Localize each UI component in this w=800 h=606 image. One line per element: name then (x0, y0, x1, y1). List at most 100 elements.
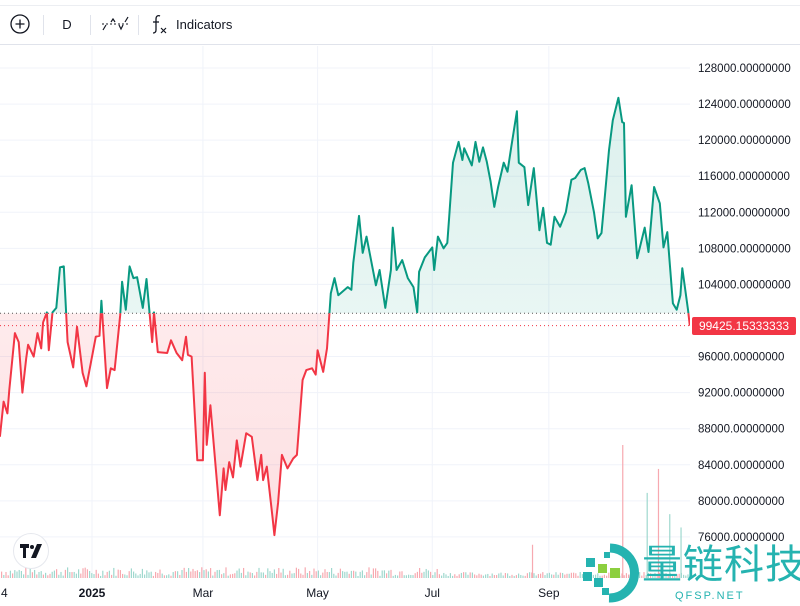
volume-bar (16, 571, 18, 578)
volume-bar (194, 571, 196, 578)
volume-bar (661, 574, 663, 578)
volume-bar (562, 572, 564, 578)
volume-bar (161, 573, 163, 578)
price-tick-label: 92000.00000000 (698, 388, 784, 400)
volume-bar (34, 569, 36, 578)
volume-bar (639, 572, 641, 578)
volume-bar (498, 573, 500, 578)
volume-bar (669, 573, 671, 578)
volume-bar (683, 574, 685, 578)
tradingview-logo[interactable] (13, 533, 49, 569)
watermark-mark-icon (583, 543, 639, 603)
volume-bar (42, 574, 44, 578)
volume-bar (315, 571, 317, 578)
volume-bar (408, 574, 410, 578)
volume-bar (223, 573, 225, 578)
volume-bar (141, 568, 143, 578)
price-tick-label: 128000.00000000 (698, 63, 791, 75)
volume-bar (177, 571, 179, 578)
volume-bar (421, 572, 423, 578)
volume-bar (425, 568, 427, 578)
volume-bar (687, 574, 689, 578)
volume-bar (390, 569, 392, 578)
volume-bar (31, 572, 33, 578)
volume-bar (174, 571, 176, 578)
volume-bar (302, 574, 304, 578)
volume-bar (658, 572, 660, 578)
price-tick-label: 104000.00000000 (698, 279, 791, 291)
price-tick-label: 76000.00000000 (698, 532, 784, 544)
volume-bar (399, 571, 401, 578)
interval-button[interactable]: D (62, 16, 72, 32)
volume-bar (447, 575, 449, 578)
volume-bar (625, 573, 627, 578)
volume-bar (317, 570, 319, 578)
baseline-fill-above (0, 97, 690, 314)
volume-bar (38, 571, 40, 578)
volume-bar (339, 568, 341, 578)
volume-bar (18, 569, 20, 578)
chart-type-button[interactable] (101, 12, 129, 36)
volume-bar (124, 574, 126, 578)
volume-bar (526, 573, 528, 578)
price-series (0, 96, 690, 537)
volume-bar (346, 571, 348, 578)
volume-bar (546, 573, 548, 578)
volume-bar (117, 569, 119, 578)
volume-bar (357, 575, 359, 578)
volume-bar (441, 575, 443, 578)
volume-bar (599, 575, 601, 578)
add-symbol-button[interactable] (9, 12, 31, 36)
volume-bar (443, 572, 445, 578)
time-axis[interactable]: 4 2025 Mar May Jul Sep (1, 586, 560, 600)
volume-bar (460, 572, 462, 578)
volume-bar (500, 572, 502, 578)
volume-bar (454, 574, 456, 578)
toolbar-top-border (0, 5, 800, 6)
volume-bar (513, 575, 515, 578)
volume-bar (185, 571, 187, 578)
volume-bar (432, 575, 434, 578)
volume-bar (324, 569, 326, 578)
volume-bar (293, 573, 295, 578)
volume-bar (652, 575, 654, 578)
volume-bar (245, 575, 247, 578)
volume-bar (647, 572, 649, 578)
toolbar-separator (138, 15, 139, 35)
volume-bar (139, 573, 141, 578)
volume-bar (496, 575, 498, 578)
volume-bar (73, 571, 75, 578)
volume-bar (210, 568, 212, 578)
volume-bar (570, 572, 572, 578)
volume-bar (64, 569, 66, 578)
volume-bar (78, 569, 80, 578)
time-tick-label: Sep (538, 586, 560, 600)
time-tick-label: 4 (1, 586, 8, 600)
volume-bar (507, 573, 509, 578)
volume-bar (452, 575, 454, 578)
volume-bar (471, 572, 473, 578)
chart-toolbar: D Indicators (0, 0, 800, 45)
volume-bar (377, 570, 379, 578)
volume-bar (423, 571, 425, 578)
volume-bar (122, 573, 124, 578)
last-price-label: 99425.15333333 (692, 317, 796, 335)
indicators-button[interactable]: Indicators (150, 12, 232, 36)
volume-bar (80, 573, 82, 578)
volume-bar (416, 571, 418, 578)
volume-bar (474, 574, 476, 578)
volume-bar (533, 573, 535, 578)
volume-bar (179, 574, 181, 578)
volume-bar (212, 575, 214, 578)
price-tick-label: 120000.00000000 (698, 135, 791, 147)
volume-bar (135, 573, 137, 578)
volume-bar (243, 567, 245, 578)
volume-bar (355, 571, 357, 578)
volume-bar (249, 572, 251, 578)
volume-bar (641, 575, 643, 578)
volume-bar (476, 575, 478, 578)
toolbar-separator (90, 15, 91, 35)
price-axis[interactable]: 128000.00000000 124000.00000000 120000.000… (698, 63, 791, 544)
volume-bar (577, 575, 579, 578)
